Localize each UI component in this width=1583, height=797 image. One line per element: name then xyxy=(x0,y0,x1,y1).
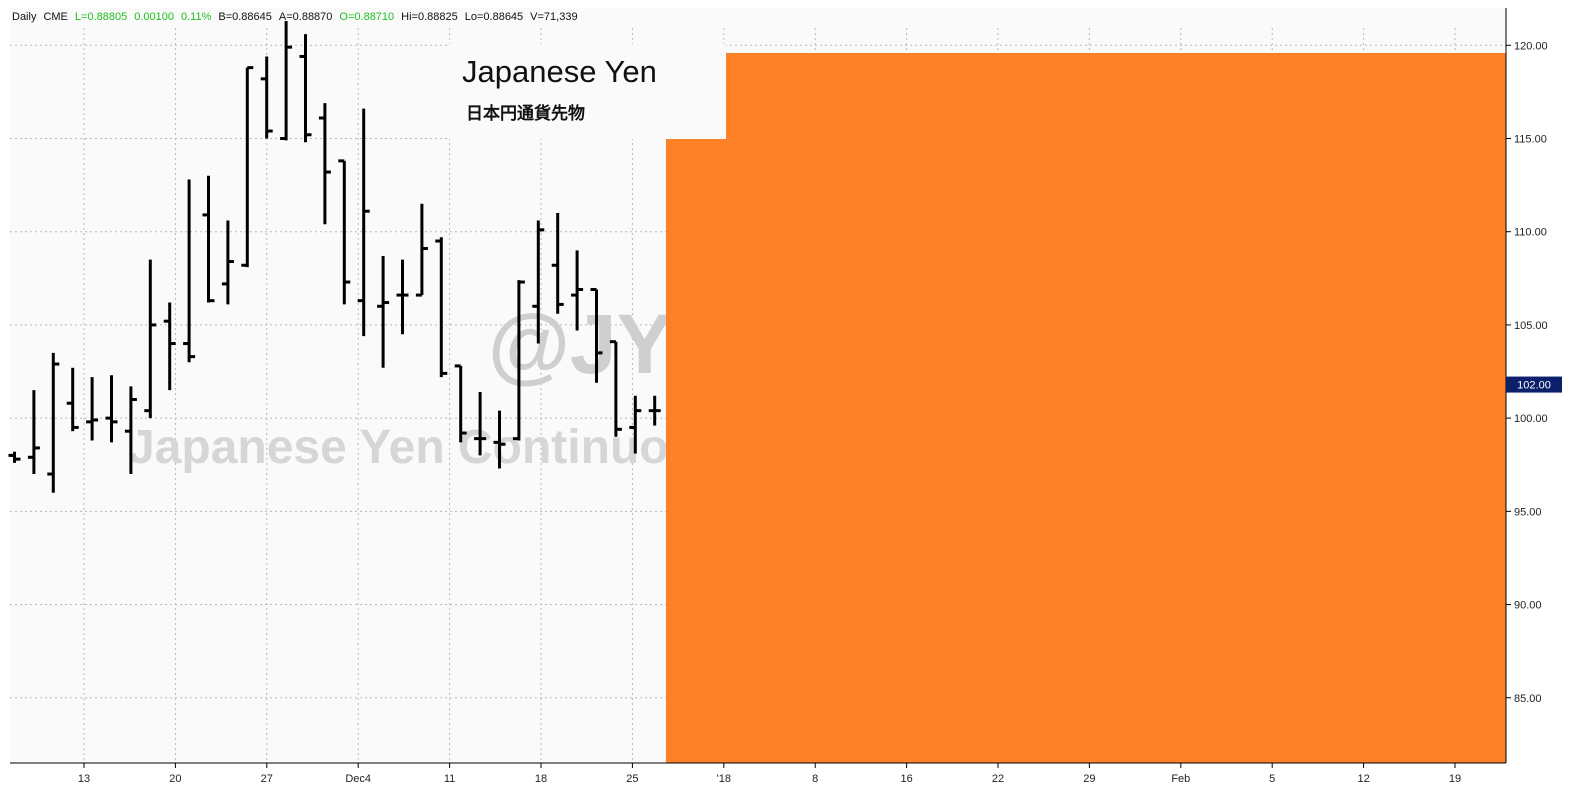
ohlc-bar xyxy=(338,159,351,305)
info-field: L=0.88805 xyxy=(75,11,127,23)
last-price-badge: 102.00 xyxy=(1506,376,1562,393)
ohlc-bar xyxy=(648,395,661,426)
x-tick-label: 8 xyxy=(812,773,818,785)
x-tick-label: 13 xyxy=(78,773,90,785)
x-tick-label: 22 xyxy=(992,773,1004,785)
ohlc-bar xyxy=(493,410,506,469)
ohlc-bar xyxy=(241,66,254,268)
x-axis-ticks: 13 20 27 Dec4 11 18 25 '18 8 16 22 29 Feb 5 12 19 xyxy=(78,763,1461,785)
redaction-overlay xyxy=(666,53,1506,763)
info-field: V=71,339 xyxy=(530,11,577,23)
title-box xyxy=(448,44,726,139)
x-tick-label: 16 xyxy=(900,773,912,785)
ohlc-bar xyxy=(454,364,467,443)
y-tick-label: 120.00 xyxy=(1514,40,1548,52)
ohlc-bar xyxy=(124,386,137,475)
ohlc-bar xyxy=(318,103,331,225)
ohlc-bar xyxy=(144,259,157,419)
ohlc-bar xyxy=(357,108,370,337)
y-tick-label: 110.00 xyxy=(1514,227,1547,239)
last-price-label: 102.00 xyxy=(1517,380,1551,392)
info-field: CME xyxy=(43,11,67,23)
ohlc-bar xyxy=(532,220,545,344)
y-tick-label: 100.00 xyxy=(1514,413,1548,425)
x-tick-label: Dec4 xyxy=(345,773,371,785)
y-tick-label: 85.00 xyxy=(1514,693,1542,705)
ohlc-bar xyxy=(629,395,642,454)
y-tick-label: 115.00 xyxy=(1514,133,1547,145)
ohlc-bar xyxy=(8,451,21,463)
ohlc-bar xyxy=(299,34,312,143)
quote-info-bar: Daily CME L=0.88805 0.00100 0.11% B=0.88645 A=… xyxy=(12,11,578,23)
y-axis-ticks: 120.00 115.00 110.00 105.00 100.00 95.00 90.00… xyxy=(1506,40,1548,705)
x-tick-label: Feb xyxy=(1171,773,1190,785)
ohlc-bar xyxy=(609,340,622,437)
ohlc-bar xyxy=(590,287,603,383)
ohlc-bar xyxy=(202,175,215,303)
ohlc-bar xyxy=(105,375,118,443)
ohlc-bar xyxy=(551,213,564,314)
info-field: A=0.88870 xyxy=(279,11,333,23)
ohlc-bar xyxy=(27,390,40,475)
watermark-symbol: @JY xyxy=(488,297,673,391)
ohlc-bar xyxy=(474,392,487,456)
x-tick-label: 29 xyxy=(1083,773,1095,785)
chart-subtitle: 日本円通貨先物 xyxy=(466,103,585,124)
ohlc-bar xyxy=(396,259,409,335)
ohlc-bar xyxy=(377,255,390,368)
x-tick-label: '18 xyxy=(717,773,731,785)
watermark: @JY Japanese Yen Continuous xyxy=(128,297,725,474)
ohlc-bar xyxy=(221,220,234,305)
ohlc-bar xyxy=(66,367,79,432)
x-tick-label: 27 xyxy=(261,773,273,785)
info-field: B=0.88645 xyxy=(218,11,272,23)
x-tick-label: 19 xyxy=(1449,773,1461,785)
ohlc-bar xyxy=(571,250,584,331)
ohlc-bar xyxy=(86,377,99,441)
y-tick-label: 105.00 xyxy=(1514,320,1548,332)
info-field: Hi=0.88825 xyxy=(401,11,458,23)
ohlc-bar xyxy=(415,203,428,297)
ohlc-bar xyxy=(260,56,273,139)
x-tick-label: 11 xyxy=(444,773,455,785)
info-field: Lo=0.88645 xyxy=(465,11,523,23)
ohlc-bar xyxy=(280,21,293,141)
chart-title: Japanese Yen xyxy=(462,54,657,89)
watermark-name: Japanese Yen Continuous xyxy=(128,421,725,474)
x-tick-label: 18 xyxy=(535,773,547,785)
y-tick-label: 95.00 xyxy=(1514,506,1542,518)
ohlc-bar xyxy=(183,179,196,363)
ohlc-bar xyxy=(435,237,448,378)
info-field: 0.11% xyxy=(181,11,212,23)
info-field: O=0.88710 xyxy=(339,11,394,23)
y-tick-label: 90.00 xyxy=(1514,600,1542,612)
x-tick-label: 12 xyxy=(1357,773,1369,785)
last-price-badge-bg xyxy=(1506,376,1562,393)
ohlc-bar xyxy=(163,302,176,391)
ohlc-bar xyxy=(512,280,525,441)
x-tick-label: 5 xyxy=(1269,773,1275,785)
x-tick-label: 20 xyxy=(169,773,181,785)
info-field: Daily xyxy=(12,11,37,23)
ohlc-bar xyxy=(47,352,60,493)
info-field: 0.00100 xyxy=(134,11,174,23)
x-tick-label: 25 xyxy=(626,773,638,785)
